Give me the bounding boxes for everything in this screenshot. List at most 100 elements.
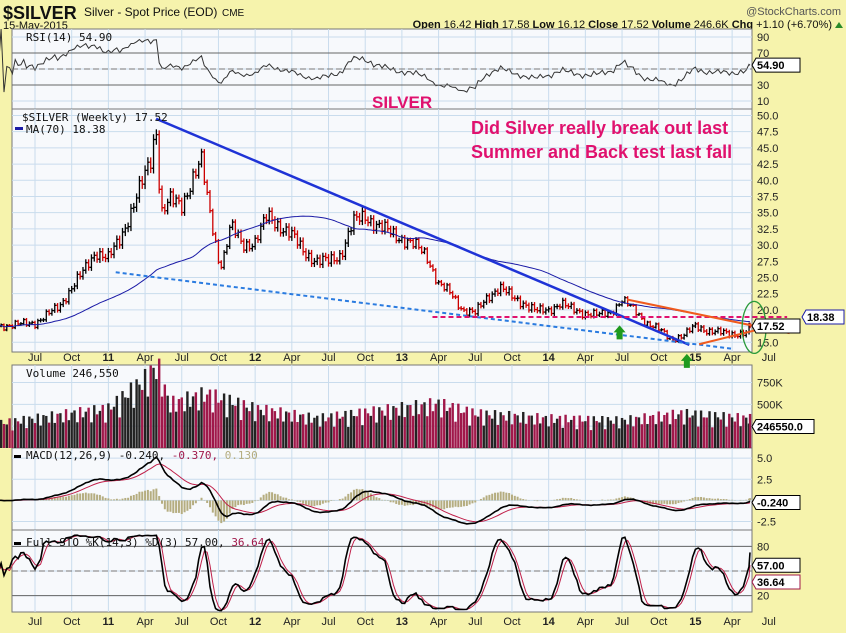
macd-histogram-bar [158, 496, 161, 501]
price-bar [431, 264, 435, 272]
volume-bar [598, 422, 601, 448]
volume-bar [623, 419, 627, 448]
volume-bar [316, 415, 319, 448]
volume-bar [36, 413, 40, 448]
volume-bar [474, 415, 477, 448]
x-tick-label: Apr [577, 616, 594, 628]
price-bar [428, 260, 432, 268]
price-bar [132, 202, 136, 213]
price-bar [425, 247, 429, 265]
volume-bar [293, 409, 296, 448]
price-bar [123, 223, 127, 237]
volume-bar [50, 411, 54, 448]
volume-bar [369, 415, 373, 448]
x-tick-label: Jul [28, 616, 42, 628]
ma-label: MA(70) 18.38 [26, 123, 105, 136]
volume-bar [739, 426, 742, 448]
macd-histogram-bar [327, 500, 330, 503]
macd-histogram-bar [206, 500, 209, 503]
price-bar [648, 320, 652, 328]
macd-histogram-bar [516, 496, 519, 501]
macd-histogram-bar [132, 494, 135, 501]
price-bar [318, 254, 322, 268]
macd-histogram-bar [417, 500, 420, 505]
macd-histogram-bar [683, 500, 686, 502]
macd-histogram-bar [307, 500, 310, 506]
volume-bar [110, 409, 113, 448]
macd-histogram-bar [135, 493, 138, 501]
macd-histogram-bar [499, 491, 502, 501]
macd-histogram-bar [192, 500, 195, 506]
volume-bar [307, 412, 310, 448]
macd-histogram-bar [680, 500, 683, 503]
price-bar [722, 328, 726, 336]
price-bar [414, 237, 418, 250]
price-bar [250, 243, 254, 252]
high-label: High [474, 19, 499, 31]
volume-bar [287, 412, 291, 448]
macd-histogram-bar [59, 497, 62, 501]
macd-histogram-bar [553, 499, 556, 501]
price-bar [321, 252, 325, 269]
x-tick-label: 13 [396, 616, 408, 628]
x-tick-label: Jul [762, 616, 776, 628]
x-tick-label: Jul [762, 352, 776, 364]
macd-histogram-bar [324, 500, 327, 503]
volume-bar [530, 415, 533, 448]
price-bar [332, 251, 336, 265]
volume-bar [567, 422, 570, 448]
macd-histogram-bar [508, 493, 511, 501]
x-tick-label: Jul [175, 352, 189, 364]
macd-histogram-bar [722, 498, 725, 501]
volume-bar [191, 396, 195, 448]
rsi-tick-label: 30 [757, 80, 769, 92]
price-bar [343, 239, 347, 261]
sto-d-value-tag-box [751, 574, 801, 590]
volume-bar [730, 417, 734, 448]
close-label: Close [588, 19, 618, 31]
volume-bar [177, 399, 181, 448]
price-tick-label: 32.5 [757, 224, 778, 236]
price-bar [106, 247, 110, 263]
volume-bar [290, 421, 294, 448]
price-bar [369, 214, 373, 227]
macd-histogram-bar [107, 498, 110, 501]
macd-histogram-bar [671, 500, 674, 505]
volume-bar [59, 413, 62, 448]
price-bar [183, 192, 187, 216]
macd-histogram-bar [225, 500, 228, 519]
x-tick-label: Oct [357, 352, 374, 364]
price-bar [724, 328, 728, 334]
volume-bar [22, 415, 25, 448]
price-bar [524, 300, 528, 308]
macd-histogram-bar [666, 500, 669, 505]
macd-histogram-bar [50, 497, 53, 501]
price-bar [118, 235, 122, 249]
macd-histogram-bar [355, 488, 358, 501]
volume-bar [572, 415, 576, 448]
price-bar [569, 301, 573, 310]
macd-histogram-bar [234, 500, 237, 508]
volume-value-tag-box [751, 418, 815, 434]
macd-histogram-bar [211, 500, 214, 513]
price-bar [245, 238, 249, 254]
price-bar [434, 268, 438, 285]
price-tick-label: 20.0 [757, 305, 778, 317]
volume-bar [389, 419, 392, 448]
volume-bar [411, 415, 415, 448]
macd-signal-line [0, 463, 751, 523]
macd-histogram-bar [208, 500, 211, 508]
price-bar [126, 222, 130, 233]
price-bar [200, 148, 204, 168]
price-bar [50, 308, 54, 316]
sto-k-value-tag: 57.00 [751, 557, 801, 573]
price-bar [589, 312, 593, 319]
chg-value: +1.10 (+6.70%) [756, 19, 832, 31]
macd-histogram-bar [65, 496, 68, 501]
ma-value-tag: 18.38 [801, 309, 845, 325]
macd-histogram-bar [42, 499, 45, 501]
volume-bar [386, 404, 389, 448]
volume-bar [677, 414, 680, 448]
rsi-label: RSI(14) 54.90 [26, 31, 112, 44]
